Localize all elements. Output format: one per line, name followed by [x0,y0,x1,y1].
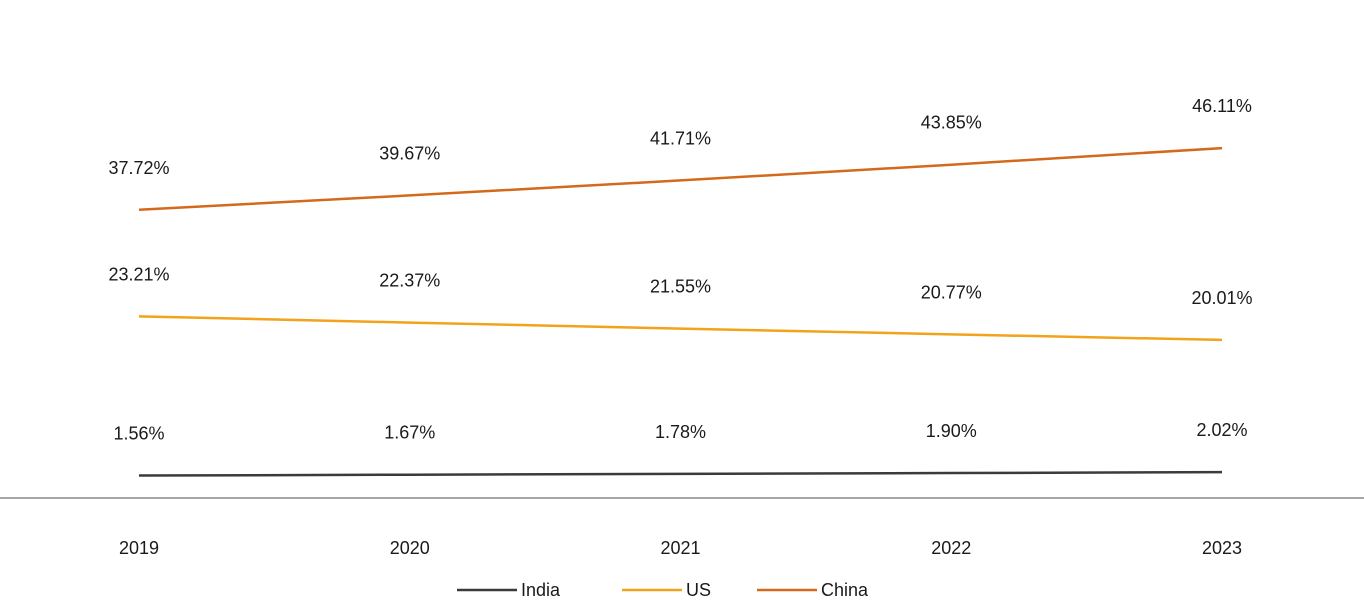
data-label-us: 20.77% [921,282,982,302]
data-label-us: 23.21% [108,264,169,284]
series-line-india [138,470,1223,477]
data-label-china: 46.11% [1192,96,1252,116]
legend: India US China [457,580,869,600]
label-layer: 1.56% 1.67% 1.78% 1.90% 2.02% 23.21% 22.37% 21.… [108,96,1252,443]
data-label-china: 37.72% [108,158,169,178]
data-label-china: 43.85% [921,113,982,133]
x-tick-label: 2022 [931,538,971,558]
series-line-china [138,146,1223,212]
data-label-india: 1.78% [655,422,706,442]
data-label-india: 2.02% [1196,420,1247,440]
data-label-china: 39.67% [379,143,440,163]
x-tick-label: 2019 [119,538,159,558]
series-line-us [138,315,1223,342]
legend-label-china: China [821,580,869,600]
data-label-india: 1.56% [113,424,164,444]
legend-label-us: US [686,580,711,600]
tick-layer: 2019 2020 2021 2022 2023 [119,538,1242,558]
data-label-india: 1.67% [384,423,435,443]
data-label-india: 1.90% [926,421,977,441]
series-layer [138,146,1223,477]
x-tick-label: 2021 [660,538,700,558]
data-label-china: 41.71% [650,128,711,148]
data-label-us: 20.01% [1191,288,1252,308]
legend-label-india: India [521,580,561,600]
x-tick-label: 2020 [390,538,430,558]
data-label-us: 21.55% [650,277,711,297]
x-tick-label: 2023 [1202,538,1242,558]
data-label-us: 22.37% [379,271,440,291]
